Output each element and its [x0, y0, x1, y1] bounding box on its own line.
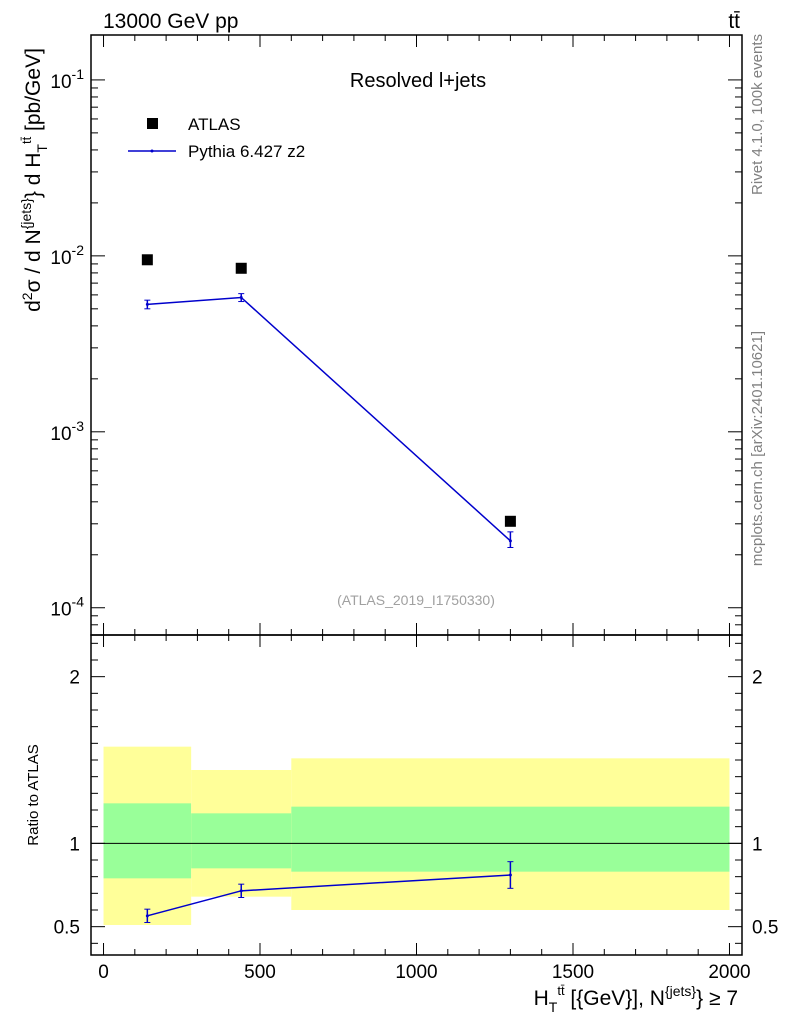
ratio-tick-label-left: 1: [69, 834, 80, 855]
x-tick-label: 1000: [395, 962, 437, 983]
x-tick-label: 500: [244, 962, 276, 983]
ratio-tick-label-right: 2: [752, 668, 763, 689]
atlas-point: [235, 262, 247, 274]
ratio-tick-label-right: 0.5: [752, 918, 778, 939]
watermark-label: (ATLAS_2019_I1750330): [337, 592, 495, 608]
legend-atlas-marker: [147, 118, 158, 129]
ratio-y-axis-label: Ratio to ATLAS: [25, 744, 42, 845]
rivet-label: Rivet 4.1.0, 100k events: [749, 34, 766, 195]
ratio-band-green: [191, 813, 292, 869]
y-tick-label: 10-1: [50, 66, 84, 93]
legend: ATLAS Pythia 6.427 z2: [128, 115, 305, 161]
main-series-group: [141, 254, 516, 548]
legend-atlas-label: ATLAS: [188, 115, 241, 134]
ratio-point: [145, 914, 149, 918]
y-tick-label: 10-2: [50, 242, 84, 269]
ratio-frame: [90, 634, 743, 956]
y-tick-label: 10-4: [50, 594, 84, 621]
pythia-point: [239, 295, 243, 299]
source-label: mcplots.cern.ch [arXiv:2401.10621]: [749, 331, 766, 566]
ratio-series-group: [144, 861, 514, 923]
energy-label: 13000 GeV pp: [103, 10, 238, 33]
atlas-point: [504, 515, 516, 527]
ratio-point: [508, 873, 512, 877]
main-y-axis-label: d2σ / d N{jets}} d HTtt̄ [pb/GeV]: [18, 48, 50, 312]
process-label: tt̄: [728, 10, 740, 33]
x-tick-label: 0: [98, 962, 109, 983]
legend-pythia-label: Pythia 6.427 z2: [188, 142, 305, 161]
ratio-tick-label-left: 2: [69, 668, 80, 689]
atlas-point: [141, 254, 153, 266]
ratio-band-group: [103, 746, 730, 925]
ratio-band-green: [103, 803, 192, 879]
legend-pythia-dot: [150, 149, 154, 153]
pythia-line: [147, 296, 511, 542]
main-axis-ticks: [91, 35, 742, 636]
ratio-tick-label-left: 0.5: [54, 918, 80, 939]
tick-label-group: 0 500 1000 1500 2000 10-4 10-3 10-2 10-1 0.5 0.5 1 1…: [50, 66, 778, 983]
y-tick-label: 10-3: [50, 418, 84, 445]
x-tick-label: 2000: [708, 962, 750, 983]
x-axis-label: HTtt̄ [{GeV}], N{jets}} ≥ 7: [534, 983, 738, 1015]
chart-title: Resolved l+jets: [350, 70, 486, 92]
pythia-point: [145, 302, 149, 306]
ratio-band-green: [291, 806, 730, 872]
x-tick-label: 1500: [552, 962, 594, 983]
ratio-tick-label-right: 1: [752, 834, 763, 855]
pythia-point: [508, 539, 512, 543]
ratio-point: [239, 889, 243, 893]
